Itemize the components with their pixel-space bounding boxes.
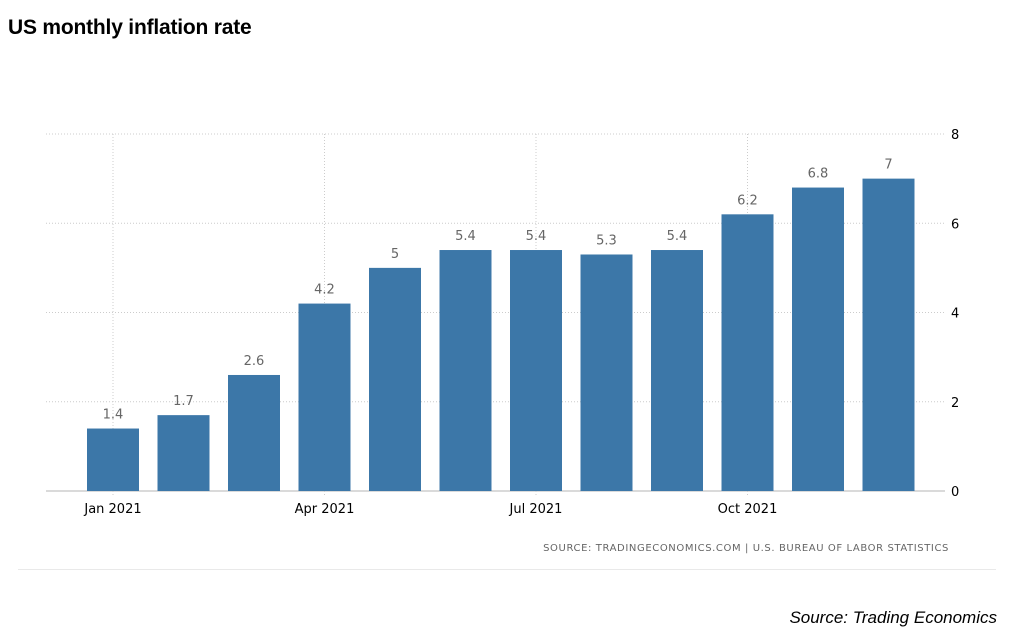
bar-value-label: 6.2 [737, 193, 758, 208]
y-tick-label: 2 [951, 396, 959, 411]
bar [157, 415, 210, 491]
divider [18, 569, 996, 570]
image-caption: Source: Trading Economics [789, 608, 997, 627]
bar-value-label: 7 [884, 158, 892, 173]
bar [298, 303, 351, 491]
bar [369, 267, 421, 491]
bar-value-label: 6.8 [808, 167, 829, 182]
bar-value-label: 1.7 [173, 394, 194, 409]
bar-value-label: 5.4 [667, 229, 688, 244]
x-tick-label: Oct 2021 [718, 502, 778, 517]
page-title: US monthly inflation rate [8, 16, 252, 39]
y-tick-label: 4 [951, 307, 959, 322]
bar [721, 214, 774, 491]
bar [439, 250, 492, 491]
bar [651, 250, 703, 491]
y-tick-label: 0 [951, 485, 959, 500]
x-axis-ticks: Jan 2021 Apr 2021 Jul 2021 Oct 2021 [83, 502, 777, 517]
x-tick-label: Jan 2021 [83, 502, 141, 517]
chart-source-note: SOURCE: TRADINGECONOMICS.COM | U.S. BURE… [543, 543, 949, 554]
bar-value-label: 4.2 [314, 283, 335, 298]
bar-value-label: 1.4 [103, 408, 124, 423]
y-tick-label: 8 [951, 128, 959, 143]
bar [228, 374, 280, 491]
bar-value-label: 5.4 [526, 229, 547, 244]
bar [792, 187, 844, 492]
x-tick-label: Jul 2021 [509, 502, 563, 517]
y-axis-ticks: 0 2 4 6 8 [951, 128, 959, 500]
bar [580, 254, 633, 491]
bar-value-label: 2.6 [244, 354, 265, 369]
bars [87, 178, 915, 492]
bar-value-label: 5 [391, 247, 399, 262]
bar [862, 178, 915, 491]
bar [510, 250, 562, 491]
bar-value-label: 5.3 [596, 233, 617, 248]
y-tick-label: 6 [951, 217, 959, 232]
data-labels: 1.4 1.7 2.6 4.2 5 5.4 5.4 5.3 5.4 6.2 6.8 7 [103, 158, 893, 423]
bar-value-label: 5.4 [455, 229, 476, 244]
x-tick-label: Apr 2021 [295, 502, 355, 517]
bar [87, 428, 139, 491]
